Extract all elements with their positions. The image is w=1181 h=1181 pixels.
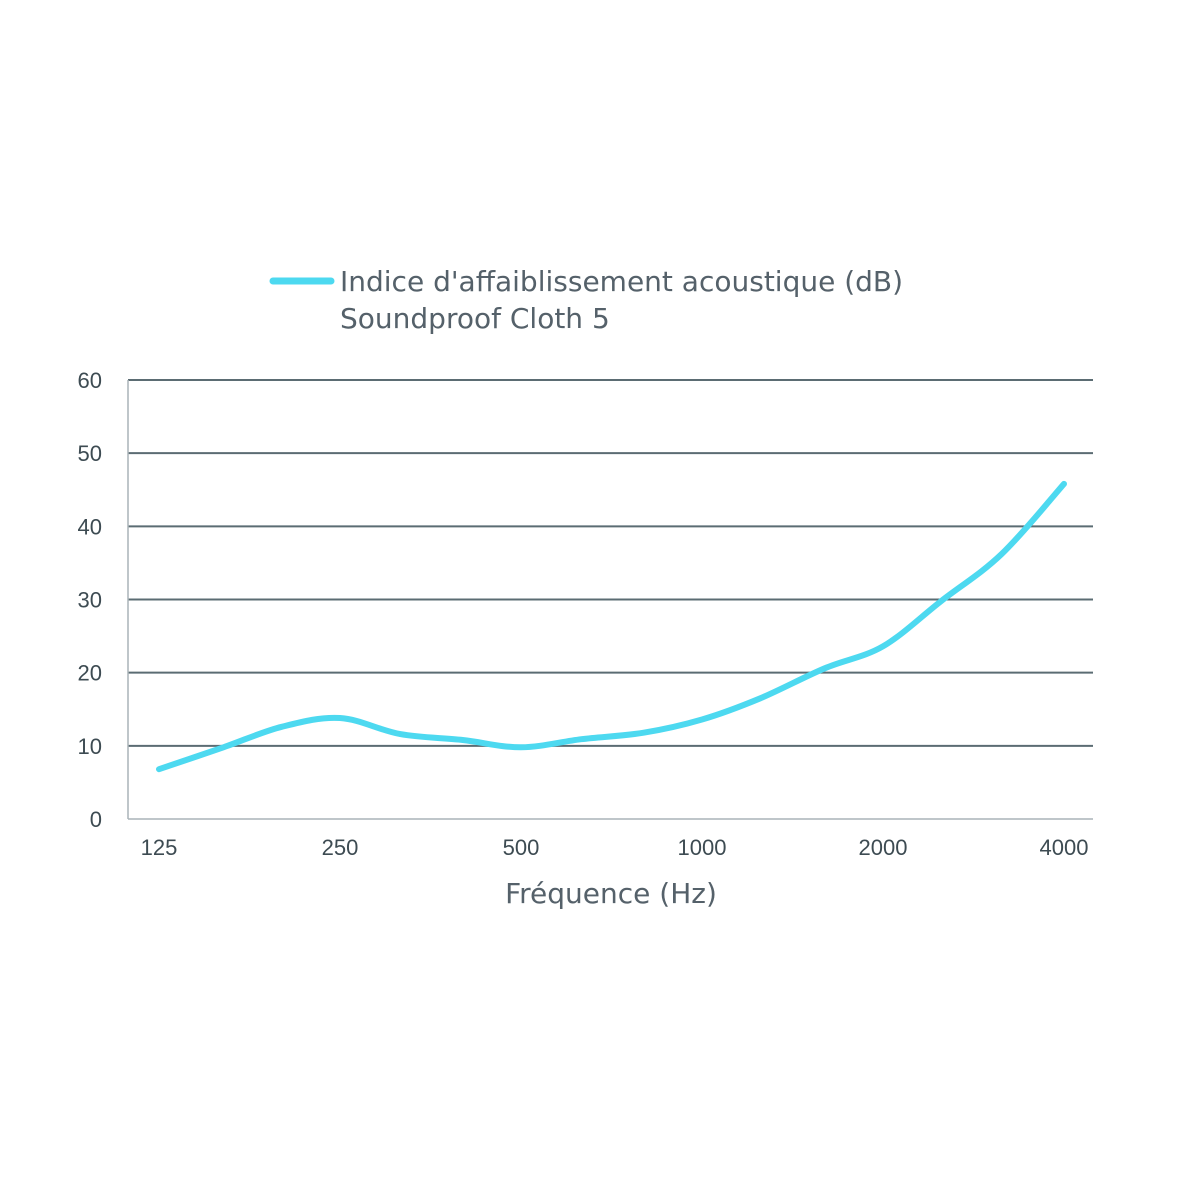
legend-label-line1: Indice d'affaiblissement acoustique (dB)	[340, 265, 903, 298]
x-tick-label-2000: 2000	[859, 835, 908, 860]
axes	[127, 380, 1093, 820]
x-tick-label-125: 125	[141, 835, 178, 860]
y-tick-label-50: 50	[78, 441, 102, 466]
x-axis-title: Fréquence (Hz)	[505, 877, 717, 910]
x-tick-label-500: 500	[503, 835, 540, 860]
y-tick-label-0: 0	[90, 807, 102, 832]
x-tick-label-250: 250	[322, 835, 359, 860]
series-line-0	[156, 480, 1067, 773]
x-tick-label-1000: 1000	[678, 835, 727, 860]
grid-lines	[128, 379, 1093, 747]
x-tick-label-4000: 4000	[1040, 835, 1089, 860]
legend: Indice d'affaiblissement acoustique (dB)…	[269, 265, 903, 335]
legend-label-line2: Soundproof Cloth 5	[340, 302, 610, 335]
y-tick-label-40: 40	[78, 514, 102, 539]
y-tick-label-20: 20	[78, 661, 102, 686]
y-tick-label-10: 10	[78, 734, 102, 759]
y-tick-label-60: 60	[78, 368, 102, 393]
y-tick-labels: 0 10 20 30 40 50 60	[78, 368, 102, 832]
series	[156, 480, 1067, 773]
x-tick-labels: 125 250 500 1000 2000 4000	[141, 835, 1089, 860]
y-tick-label-30: 30	[78, 588, 102, 613]
